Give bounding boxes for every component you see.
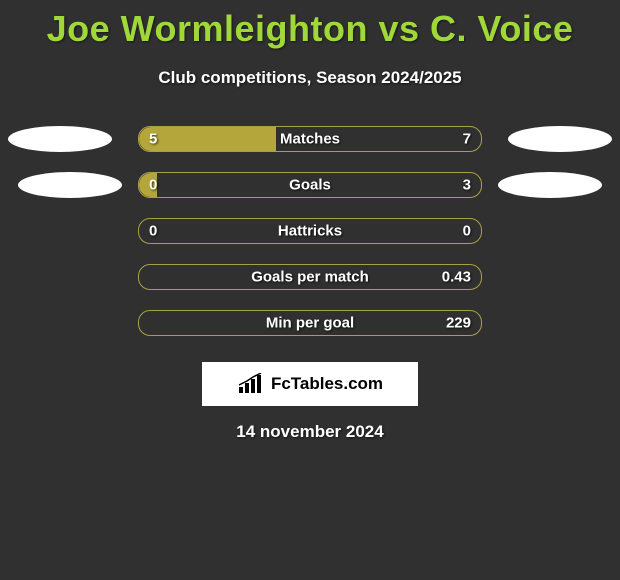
comparison-chart: Matches 5 7 Goals 0 3 Hattricks 0 0 Goals per mat…: [0, 116, 620, 346]
stat-label: Goals: [289, 177, 331, 194]
stat-bar: Hattricks 0 0: [138, 218, 482, 244]
stat-row: Goals 0 3: [0, 162, 620, 208]
stat-value-left: 0: [149, 223, 157, 240]
player-right-marker: [508, 126, 612, 152]
stat-row: Hattricks 0 0: [0, 208, 620, 254]
fctables-badge: FcTables.com: [202, 362, 418, 406]
stat-row: Matches 5 7: [0, 116, 620, 162]
page-title: Joe Wormleighton vs C. Voice: [0, 0, 620, 50]
stat-bar: Min per goal 229: [138, 310, 482, 336]
stat-value-left: 5: [149, 131, 157, 148]
stat-value-right: 0: [463, 223, 471, 240]
stat-label: Hattricks: [278, 223, 342, 240]
badge-text: FcTables.com: [271, 374, 383, 394]
player-left-marker: [8, 126, 112, 152]
stat-label: Min per goal: [266, 315, 354, 332]
chart-icon: [237, 373, 265, 395]
player-right-marker: [498, 172, 602, 198]
stat-value-left: 0: [149, 177, 157, 194]
stat-bar-fill: [139, 127, 276, 151]
date-label: 14 november 2024: [0, 422, 620, 442]
stat-value-right: 7: [463, 131, 471, 148]
stat-row: Goals per match 0.43: [0, 254, 620, 300]
stat-bar: Matches 5 7: [138, 126, 482, 152]
stat-label: Matches: [280, 131, 340, 148]
stat-value-right: 229: [446, 315, 471, 332]
stat-value-right: 3: [463, 177, 471, 194]
stat-row: Min per goal 229: [0, 300, 620, 346]
stat-bar: Goals 0 3: [138, 172, 482, 198]
stat-label: Goals per match: [251, 269, 369, 286]
stat-value-right: 0.43: [442, 269, 471, 286]
stat-bar: Goals per match 0.43: [138, 264, 482, 290]
subtitle: Club competitions, Season 2024/2025: [0, 68, 620, 88]
player-left-marker: [18, 172, 122, 198]
